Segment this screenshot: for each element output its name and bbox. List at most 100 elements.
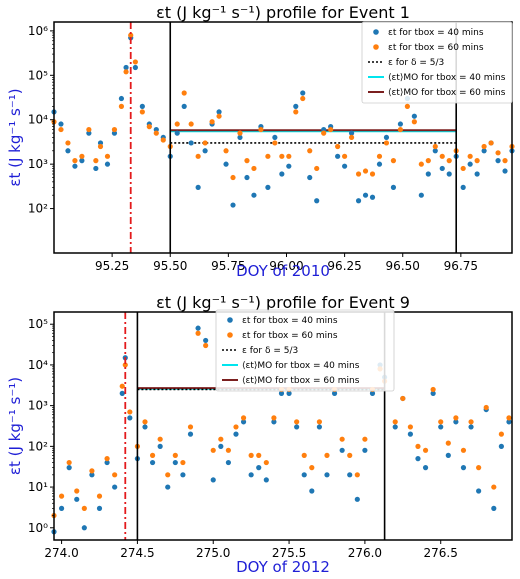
data-point-60min [445, 440, 451, 446]
data-point-40min [362, 447, 368, 453]
data-point-60min [89, 468, 95, 474]
data-point-40min [300, 90, 306, 96]
data-point-40min [118, 95, 125, 102]
y-axis-label: εt (J kg⁻¹ s⁻¹) [6, 88, 24, 186]
data-point-40min [256, 465, 262, 471]
data-point-60min [174, 121, 180, 127]
data-point-60min [81, 505, 87, 511]
data-point-40min [376, 161, 383, 167]
data-point-40min [286, 390, 292, 396]
data-point-60min [165, 472, 171, 478]
legend-entry: ε for δ = 5/3 [242, 346, 298, 356]
data-point-40min [425, 171, 431, 177]
x-tick-label: 275.0 [196, 546, 230, 560]
data-point-60min [438, 419, 444, 425]
data-point-40min [347, 472, 353, 478]
data-point-60min [279, 153, 285, 159]
data-point-60min [307, 148, 313, 154]
data-point-60min [146, 124, 152, 130]
data-point-60min [118, 103, 125, 109]
y-tick-label: 10⁶ [28, 24, 48, 38]
data-point-60min [321, 130, 327, 136]
data-point-40min [93, 165, 99, 172]
data-point-40min [272, 134, 278, 141]
data-point-40min [390, 184, 397, 190]
y-tick-label: 10² [28, 439, 48, 453]
legend-entry: εt for tbox = 60 mins [242, 331, 338, 341]
x-tick-label: 276.5 [424, 546, 458, 560]
data-point-40min [314, 198, 320, 204]
data-point-60min [362, 436, 368, 442]
data-point-60min [355, 171, 362, 177]
data-point-60min [223, 148, 229, 154]
data-point-40min [279, 171, 285, 177]
data-point-40min [210, 477, 216, 483]
y-axis-label: εt (J kg⁻¹ s⁻¹) [6, 377, 24, 475]
data-point-60min [354, 472, 360, 478]
data-point-60min [324, 452, 330, 458]
data-point-40min [96, 505, 103, 511]
data-point-40min [453, 419, 459, 425]
data-point-40min [195, 184, 201, 190]
data-point-40min [265, 184, 271, 190]
data-point-60min [271, 415, 277, 421]
data-point-60min [301, 452, 307, 458]
data-point-40min [72, 163, 78, 169]
data-point-60min [376, 153, 383, 159]
y-tick-label: 10³ [28, 157, 48, 171]
x-tick-label: 96.75 [444, 259, 478, 273]
data-point-60min [432, 143, 438, 150]
x-tick-label: 95.50 [153, 259, 187, 273]
data-point-60min [272, 140, 278, 146]
data-point-60min [418, 161, 424, 167]
event-9-panel: εt (J kg⁻¹ s⁻¹) profile for Event 9 274.0… [6, 293, 513, 576]
data-point-60min [139, 109, 145, 115]
data-point-40min [476, 488, 482, 494]
y-tick-label: 10⁴ [28, 358, 48, 372]
data-point-40min [237, 134, 243, 141]
data-point-40min [230, 202, 236, 208]
data-point-60min [122, 362, 128, 368]
data-point-40min [316, 424, 322, 430]
data-point-40min [181, 103, 187, 109]
legend-marker [373, 44, 379, 50]
data-point-40min [301, 472, 307, 478]
data-point-60min [216, 113, 222, 119]
data-point-40min [233, 431, 239, 437]
data-point-60min [72, 158, 78, 164]
data-point-60min [160, 137, 166, 143]
data-point-60min [286, 153, 292, 159]
data-point-60min [300, 95, 306, 102]
data-point-40min [506, 419, 512, 425]
data-point-60min [104, 153, 111, 159]
data-point-40min [491, 505, 497, 511]
data-point-40min [309, 488, 315, 494]
x-tick-label: 275.5 [272, 546, 306, 560]
data-point-60min [128, 32, 134, 38]
data-point-40min [188, 140, 194, 146]
data-point-40min [432, 148, 438, 154]
data-point-40min [157, 443, 163, 449]
data-point-40min [495, 158, 501, 164]
data-point-40min [430, 390, 436, 396]
data-point-40min [342, 163, 348, 169]
x-tick-label: 96.50 [386, 259, 420, 273]
data-point-60min [502, 158, 508, 164]
data-point-60min [506, 415, 512, 421]
data-point-40min [415, 456, 421, 462]
x-tick-label: 274.0 [44, 546, 78, 560]
data-point-60min [112, 472, 118, 478]
data-point-40min [119, 390, 125, 396]
data-point-40min [244, 174, 250, 181]
data-point-60min [397, 126, 404, 133]
data-point-40min [293, 103, 299, 109]
data-point-40min [445, 452, 451, 458]
legend-marker [373, 29, 379, 35]
data-point-60min [404, 103, 410, 109]
data-point-60min [218, 436, 224, 442]
data-point-60min [430, 386, 436, 393]
data-point-60min [400, 395, 406, 402]
data-point-60min [195, 153, 201, 159]
data-point-60min [467, 153, 473, 159]
data-point-60min [104, 456, 110, 462]
